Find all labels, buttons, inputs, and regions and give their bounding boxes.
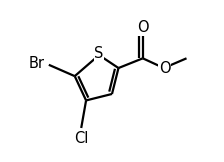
Text: Cl: Cl <box>74 131 88 146</box>
Text: O: O <box>137 20 149 35</box>
Text: Br: Br <box>29 57 45 71</box>
Text: O: O <box>159 61 170 75</box>
Text: S: S <box>94 46 104 61</box>
